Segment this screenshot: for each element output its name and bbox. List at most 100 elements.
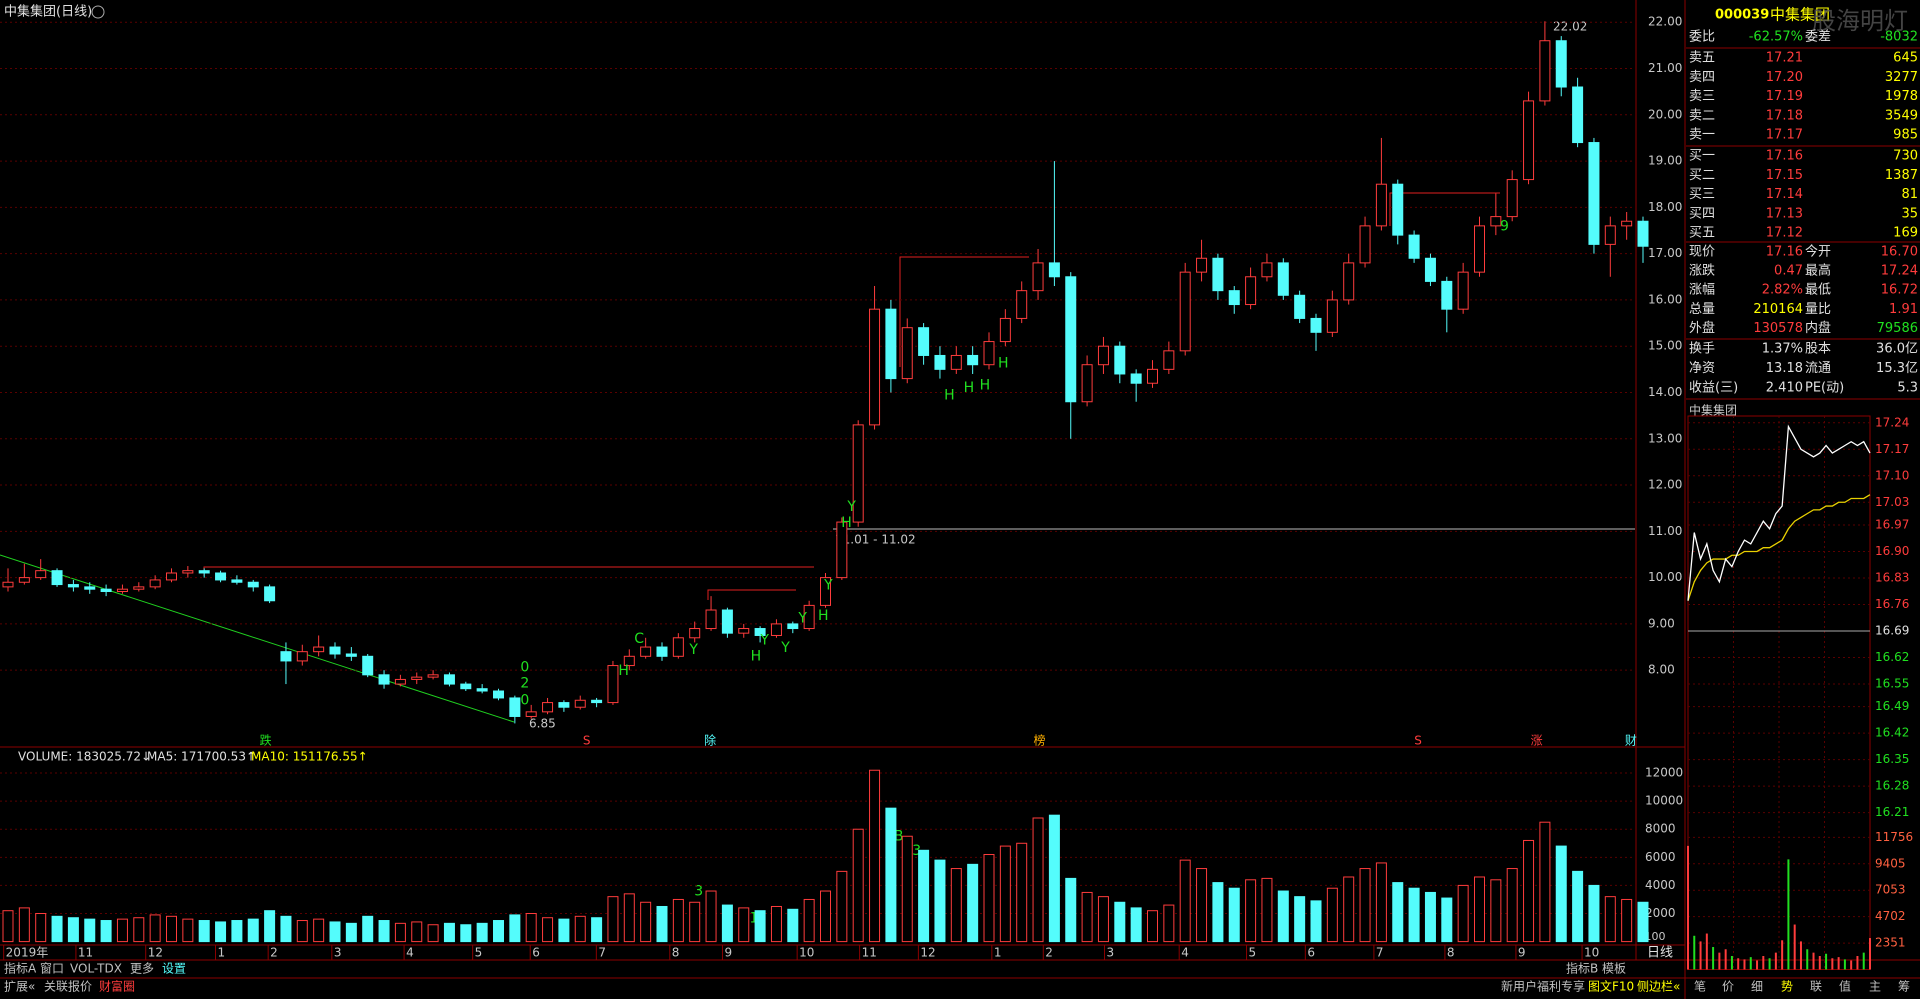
- panel-tab[interactable]: 价: [1722, 980, 1734, 994]
- volume-bar: [1097, 896, 1109, 943]
- y-tick-label: 13.00: [1648, 431, 1682, 445]
- toolbar-tab[interactable]: 指标B: [1566, 961, 1598, 976]
- event-marker[interactable]: 涨: [1531, 733, 1543, 748]
- volume-bar: [885, 807, 897, 943]
- volume-bar: [1408, 887, 1420, 943]
- candle-body: [1441, 280, 1453, 310]
- toolbar-tab[interactable]: 模板: [1602, 962, 1626, 976]
- signal-label: Y: [688, 642, 698, 658]
- panel-tab[interactable]: 值: [1839, 979, 1851, 994]
- panel-tab[interactable]: 主: [1869, 980, 1881, 994]
- toolbar-tab[interactable]: 财富圈: [99, 979, 135, 994]
- candle-body: [1424, 257, 1436, 282]
- panel-tab[interactable]: 笔: [1694, 979, 1706, 994]
- candle-body: [427, 674, 439, 678]
- toolbar-tab[interactable]: 侧边栏«: [1637, 979, 1680, 994]
- candle-body: [656, 646, 668, 657]
- signal-label: Y: [797, 610, 807, 626]
- volume-bar: [1621, 898, 1633, 943]
- toolbar-tab[interactable]: 新用户福利专享: [1501, 979, 1585, 994]
- quote-cell: 645: [1893, 51, 1918, 66]
- quote-cell: 17.16: [1766, 149, 1803, 164]
- toolbar-tab[interactable]: 指标A: [4, 961, 37, 976]
- quote-cell: 卖三: [1689, 89, 1715, 104]
- candle-body: [1261, 262, 1273, 278]
- volume-bar: [918, 849, 930, 943]
- date-label: 7: [598, 946, 606, 960]
- quote-cell: 涨幅: [1689, 283, 1715, 298]
- volume-bar: [411, 921, 423, 943]
- volume-bar: [1343, 876, 1355, 943]
- candle-body: [394, 678, 406, 685]
- candle-body: [1572, 86, 1584, 144]
- volume-header: VOLUME: 183025.72↓: [18, 750, 151, 764]
- mini-tick-label: 16.69: [1875, 623, 1909, 637]
- panel-tab[interactable]: 联: [1810, 980, 1822, 994]
- toolbar-tab[interactable]: 设置: [162, 962, 186, 976]
- candle-body: [51, 570, 63, 586]
- volume-bar: [1457, 884, 1469, 943]
- volume-bar: [476, 922, 488, 943]
- toolbar-tab[interactable]: 图文F10: [1588, 979, 1634, 994]
- range-label: 11.01 - 11.02: [835, 533, 916, 547]
- candle-body: [672, 637, 684, 657]
- volume-bar: [869, 769, 881, 943]
- volume-bar: [1212, 882, 1224, 943]
- date-label: 12: [920, 946, 935, 960]
- event-marker[interactable]: 财: [1625, 734, 1637, 748]
- signal-label: Y: [759, 632, 769, 648]
- volume-bar: [51, 915, 63, 943]
- event-marker[interactable]: 榜: [1033, 733, 1045, 748]
- date-label: 12: [148, 946, 163, 960]
- volume-tick-label: 8000: [1645, 822, 1676, 836]
- volume-bar: [591, 917, 603, 943]
- volume-bar: [1245, 879, 1257, 943]
- y-tick-label: 9.00: [1648, 616, 1675, 630]
- candle-body: [738, 628, 750, 634]
- volume-bar: [738, 907, 750, 943]
- volume-bar: [803, 898, 815, 943]
- quote-cell: 收益(三): [1689, 381, 1738, 396]
- candle-body: [231, 579, 243, 583]
- period-label[interactable]: 日线: [1647, 946, 1673, 961]
- candle-body: [1032, 262, 1044, 292]
- toolbar-tab[interactable]: 关联报价: [44, 979, 92, 994]
- event-marker[interactable]: S: [583, 734, 591, 748]
- volume-bar: [18, 907, 30, 943]
- signal-label: 0: [520, 692, 529, 708]
- quote-cell: 最低: [1805, 283, 1831, 298]
- volume-bar: [247, 918, 259, 943]
- volume-bar: [133, 917, 145, 943]
- toolbar-tab[interactable]: 更多: [130, 962, 154, 976]
- candle-body: [640, 646, 652, 657]
- toolbar-tab[interactable]: 扩展«: [4, 980, 35, 994]
- candle-body: [1147, 368, 1158, 384]
- panel-tab[interactable]: 筹: [1898, 980, 1910, 994]
- quote-cell: 卖五: [1689, 51, 1715, 66]
- volume-bar: [1604, 896, 1616, 943]
- date-label: 1: [994, 946, 1002, 960]
- y-tick-label: 16.00: [1648, 292, 1682, 306]
- candle-body: [1621, 220, 1633, 227]
- title-menu-icon[interactable]: [91, 5, 105, 19]
- candle-body: [542, 702, 554, 713]
- panel-tab[interactable]: 细: [1751, 980, 1763, 994]
- panel-tab[interactable]: 势: [1781, 980, 1793, 994]
- candle-body: [885, 308, 897, 380]
- volume-bar: [934, 859, 946, 943]
- volume-bar: [640, 901, 652, 943]
- quote-cell: 卖二: [1689, 108, 1715, 123]
- quote-cell: 17.18: [1766, 108, 1803, 123]
- event-marker[interactable]: 除: [704, 733, 716, 748]
- candle-body: [852, 424, 864, 523]
- toolbar-tab[interactable]: VOL-TDX: [70, 962, 122, 976]
- event-marker[interactable]: 跌: [260, 733, 272, 748]
- mini-tick-label: 17.17: [1875, 442, 1909, 456]
- event-marker[interactable]: S: [1414, 734, 1422, 748]
- volume-bar: [2, 910, 14, 943]
- signal-label: C: [634, 631, 644, 647]
- toolbar-tab[interactable]: 窗口: [40, 962, 64, 976]
- watermark: 股海明灯: [1812, 7, 1908, 35]
- quote-cell: 卖四: [1689, 70, 1715, 85]
